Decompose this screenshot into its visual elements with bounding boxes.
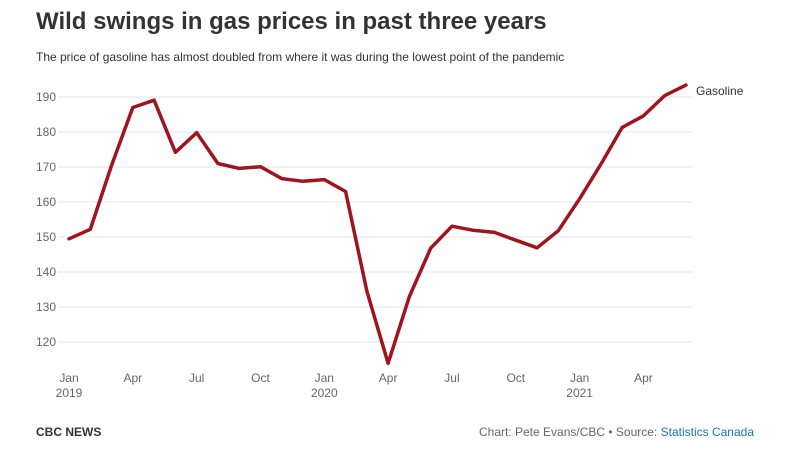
x-tick-label: Jul — [189, 371, 204, 385]
x-tick-label: Jul — [444, 371, 459, 385]
credit-text: Chart: Pete Evans/CBC • Source: — [478, 425, 661, 439]
y-axis-ticks: 120 130 140 150 160 170 180 190 — [36, 90, 56, 349]
x-tick-label: Apr — [634, 371, 653, 385]
x-tick-label: Jan — [570, 371, 589, 385]
y-tick-label: 160 — [36, 195, 56, 209]
x-tick-label: Jan — [315, 371, 334, 385]
x-tick-year-label: 2020 — [311, 386, 338, 400]
series-label-gasoline: Gasoline — [696, 84, 744, 98]
chart-title: Wild swings in gas prices in past three … — [36, 8, 547, 35]
y-tick-label: 180 — [36, 125, 56, 139]
x-tick-label: Apr — [123, 371, 142, 385]
gridlines — [58, 96, 693, 343]
y-tick-label: 190 — [36, 90, 56, 104]
x-tick-year-label: 2019 — [56, 386, 83, 400]
source-link[interactable]: Statistics Canada — [660, 425, 754, 439]
y-tick-label: 120 — [36, 335, 56, 349]
chart-subtitle: The price of gasoline has almost doubled… — [36, 50, 565, 64]
x-tick-year-label: 2021 — [566, 386, 593, 400]
y-tick-label: 150 — [36, 230, 56, 244]
y-tick-label: 170 — [36, 160, 56, 174]
series-line-gasoline — [67, 83, 688, 366]
y-tick-label: 130 — [36, 300, 56, 314]
series-layer: Gasoline — [67, 83, 744, 366]
x-tick-label: Oct — [251, 371, 270, 385]
x-tick-label: Apr — [379, 371, 398, 385]
y-tick-label: 140 — [36, 265, 56, 279]
x-tick-label: Oct — [506, 371, 525, 385]
x-tick-label: Jan — [59, 371, 78, 385]
brand-logo-text: CBC NEWS — [36, 425, 102, 439]
chart-credit: Chart: Pete Evans/CBC • Source: Statisti… — [479, 425, 754, 439]
